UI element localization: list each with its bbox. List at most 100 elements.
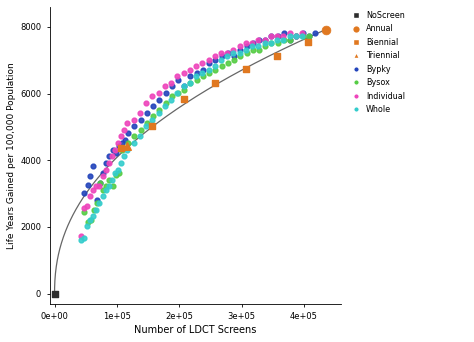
Point	[87, 217, 94, 222]
Point	[137, 117, 145, 122]
Point	[168, 83, 175, 89]
Point	[102, 184, 110, 189]
Point	[115, 144, 123, 149]
Point	[143, 120, 151, 126]
Point	[273, 54, 281, 59]
Point	[136, 133, 144, 139]
Point	[92, 184, 100, 189]
Point	[168, 93, 175, 99]
Point	[96, 180, 104, 186]
Point	[292, 34, 300, 39]
Point	[187, 80, 194, 86]
Point	[96, 200, 103, 206]
Point	[218, 54, 226, 59]
Point	[108, 177, 116, 182]
Point	[109, 147, 116, 152]
Point	[286, 34, 293, 39]
Point	[111, 170, 119, 176]
Point	[118, 145, 125, 151]
Point	[261, 37, 268, 42]
Point	[77, 237, 84, 242]
Point	[249, 40, 256, 46]
Point	[118, 133, 125, 139]
Point	[174, 90, 182, 96]
Point	[106, 154, 113, 159]
Point	[211, 57, 219, 62]
Point	[124, 130, 132, 136]
Point	[286, 37, 294, 42]
Point	[120, 127, 128, 132]
Point	[80, 235, 88, 241]
Point	[267, 40, 274, 46]
Point	[230, 57, 238, 62]
Point	[211, 80, 219, 86]
Point	[218, 64, 226, 69]
Point	[248, 43, 256, 49]
Point	[192, 74, 200, 79]
Point	[243, 50, 250, 56]
Point	[99, 173, 106, 179]
Point	[136, 110, 144, 116]
Point	[224, 50, 232, 56]
Point	[268, 40, 275, 46]
Point	[142, 100, 150, 106]
Point	[155, 110, 163, 116]
Point	[149, 93, 156, 99]
Point	[130, 140, 137, 146]
Point	[205, 67, 212, 73]
Point	[211, 54, 219, 59]
Point	[173, 74, 181, 79]
Point	[155, 97, 163, 102]
Point	[230, 47, 237, 52]
Point	[130, 117, 137, 122]
Point	[237, 54, 244, 59]
Point	[124, 143, 131, 149]
Point	[162, 100, 169, 106]
Point	[298, 30, 306, 36]
Point	[217, 57, 225, 62]
Point	[112, 172, 119, 177]
Point	[230, 54, 238, 59]
Point	[105, 184, 113, 189]
Point	[118, 147, 126, 152]
Point	[292, 34, 300, 39]
Point	[108, 154, 116, 159]
Point	[192, 64, 200, 69]
Point	[121, 137, 129, 142]
Legend: NoScreen, Annual, Biennial, Triennial, Bypky, Bysox, Individual, Whole: NoScreen, Annual, Biennial, Triennial, B…	[348, 11, 405, 114]
Point	[155, 90, 163, 96]
Point	[181, 83, 188, 89]
Point	[167, 97, 175, 102]
Point	[286, 37, 294, 42]
Point	[162, 90, 169, 96]
Point	[143, 110, 151, 116]
Point	[243, 43, 250, 49]
Point	[105, 160, 113, 166]
Point	[199, 74, 207, 79]
Point	[261, 40, 268, 46]
Point	[114, 167, 122, 172]
Point	[173, 90, 181, 96]
Point	[118, 140, 126, 146]
Point	[174, 77, 182, 82]
Point	[305, 34, 313, 39]
Point	[149, 114, 157, 119]
Point	[255, 43, 262, 49]
Point	[84, 219, 91, 225]
Point	[180, 83, 187, 89]
Point	[180, 96, 187, 102]
X-axis label: Number of LDCT Screens: Number of LDCT Screens	[134, 325, 256, 335]
Point	[236, 43, 244, 49]
Point	[149, 117, 156, 122]
Point	[124, 120, 131, 126]
Point	[292, 34, 300, 39]
Point	[109, 184, 116, 189]
Point	[205, 60, 213, 66]
Point	[86, 217, 94, 222]
Point	[96, 184, 103, 189]
Point	[186, 80, 193, 86]
Point	[120, 154, 128, 159]
Point	[230, 50, 237, 56]
Point	[242, 67, 250, 72]
Point	[130, 133, 138, 139]
